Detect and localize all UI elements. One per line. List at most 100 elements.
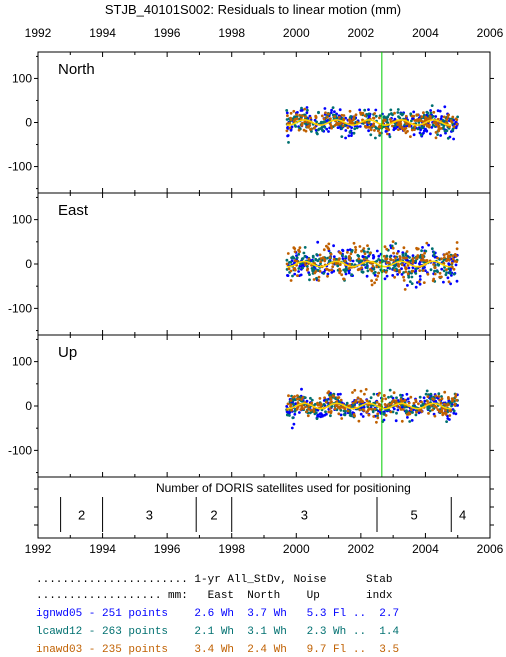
inawd03-point: [286, 402, 290, 406]
inawd03-point: [347, 267, 351, 270]
inawd03-point: [324, 111, 327, 115]
lcawd12-point: [387, 113, 391, 116]
inawd03-point: [426, 272, 430, 276]
ignwd05-point: [290, 426, 294, 430]
inawd03-point: [448, 125, 451, 129]
lcawd12-point: [436, 270, 439, 274]
ignwd05-point: [295, 254, 298, 257]
inawd03-point: [367, 413, 371, 417]
inawd03-point: [401, 408, 405, 411]
inawd03-point: [398, 125, 402, 128]
inawd03-point: [447, 251, 451, 254]
ignwd05-point: [454, 412, 458, 416]
inawd03-point: [454, 395, 457, 398]
lcawd12-point: [311, 269, 314, 273]
inawd03-point: [376, 393, 380, 397]
inawd03-point: [437, 125, 440, 129]
ignwd05-point: [418, 282, 422, 286]
lcawd12-point: [365, 266, 369, 270]
top-x-axis: 1992 1994 1996 1998 2000 2002 2004 2006: [25, 26, 504, 40]
legend-row-ignwd05: ignwd05 - 251 points 2.6 Wh 3.7 Wh 5.3 F…: [36, 608, 400, 620]
inawd03-point: [407, 401, 411, 405]
ignwd05-point: [447, 262, 451, 266]
inawd03-point: [448, 258, 451, 262]
lcawd12-point: [429, 111, 433, 115]
lcawd12-point: [394, 242, 398, 245]
ignwd05-point: [286, 134, 290, 137]
inawd03-point: [363, 114, 367, 117]
inawd03-point: [333, 124, 337, 127]
ignwd05-point: [418, 278, 422, 281]
inawd03-point: [431, 279, 435, 283]
inawd03-point: [365, 399, 369, 402]
inawd03-point: [378, 391, 381, 395]
inawd03-point: [340, 417, 344, 420]
lcawd12-point: [410, 410, 414, 414]
inawd03-point: [403, 398, 407, 402]
inawd03-point: [385, 247, 389, 251]
lcawd12-point: [446, 136, 450, 140]
inawd03-point: [437, 395, 441, 398]
inawd03-point: [295, 407, 299, 411]
lcawd12-point: [344, 270, 347, 274]
lcawd12-point: [363, 108, 367, 112]
ignwd05-point: [412, 110, 416, 114]
ignwd05-point: [292, 422, 296, 426]
inawd03-point: [427, 125, 431, 129]
lcawd12-point: [344, 267, 348, 271]
lcawd12-point: [430, 247, 434, 251]
inawd03-point: [416, 247, 420, 251]
inawd03-point: [319, 260, 323, 263]
ignwd05-point: [336, 126, 340, 129]
inawd03-point: [434, 394, 438, 398]
inawd03-point: [309, 116, 312, 120]
inawd03-point: [359, 389, 363, 393]
panel-label: East: [58, 202, 89, 219]
inawd03-point: [309, 127, 313, 131]
ignwd05-point: [325, 127, 329, 131]
lcawd12-point: [409, 112, 413, 116]
ignwd05-point: [293, 272, 297, 276]
top-x-tick-label: 1996: [154, 26, 181, 40]
inawd03-point: [360, 249, 363, 253]
inawd03-point: [451, 399, 454, 403]
scatter-points: [285, 104, 459, 144]
inawd03-point: [384, 404, 388, 407]
inawd03-point: [368, 407, 371, 411]
lcawd12-point: [429, 268, 433, 272]
inawd03-point: [304, 405, 307, 409]
lcawd12-point: [374, 114, 378, 118]
ignwd05-point: [430, 126, 434, 129]
lcawd12-point: [414, 259, 417, 263]
inawd03-point: [398, 270, 401, 274]
inawd03-point: [425, 241, 429, 245]
inawd03-point: [362, 257, 366, 261]
inawd03-point: [343, 259, 347, 263]
inawd03-point: [372, 122, 376, 126]
inawd03-point: [338, 116, 341, 119]
ignwd05-point: [336, 393, 340, 396]
inawd03-point: [296, 401, 300, 404]
inawd03-point: [449, 409, 453, 412]
ignwd05-point: [339, 392, 342, 396]
inawd03-point: [360, 399, 364, 403]
inawd03-point: [405, 250, 409, 253]
lcawd12-point: [410, 282, 414, 285]
satellites-panel: Number of DORIS satellites used for posi…: [34, 476, 494, 539]
inawd03-point: [333, 407, 337, 411]
legend-row-lcawd12: lcawd12 - 263 points 2.1 Wh 3.1 Wh 2.3 W…: [36, 626, 400, 638]
inawd03-point: [357, 267, 361, 271]
ignwd05-point: [361, 255, 365, 258]
y-tick-label: -100: [8, 443, 32, 457]
lcawd12-point: [355, 126, 359, 130]
inawd03-point: [348, 109, 352, 113]
inawd03-point: [421, 253, 424, 257]
inawd03-point: [423, 251, 426, 255]
inawd03-point: [304, 129, 308, 133]
ignwd05-point: [452, 411, 456, 415]
inawd03-point: [382, 254, 386, 258]
legend-row-inawd03: inawd03 - 235 points 3.4 Wh 2.4 Wh 9.7 F…: [36, 644, 400, 656]
ignwd05-point: [414, 285, 418, 289]
inawd03-point: [445, 252, 449, 256]
inawd03-point: [348, 404, 352, 408]
